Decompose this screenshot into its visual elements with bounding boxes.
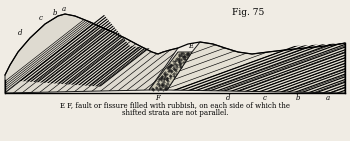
Text: b: b: [53, 9, 57, 17]
Polygon shape: [5, 14, 178, 93]
Polygon shape: [167, 42, 345, 93]
Polygon shape: [167, 42, 345, 93]
Text: c: c: [39, 14, 43, 22]
Text: E F, fault or fissure filled with rubbish, on each side of which the: E F, fault or fissure filled with rubbis…: [60, 101, 290, 109]
Text: b: b: [296, 94, 300, 102]
Polygon shape: [167, 43, 345, 93]
Polygon shape: [149, 52, 192, 90]
Text: F: F: [155, 94, 160, 102]
Text: shifted strata are not parallel.: shifted strata are not parallel.: [122, 109, 228, 117]
Polygon shape: [5, 10, 178, 90]
Text: c: c: [263, 94, 267, 102]
Text: a: a: [62, 5, 66, 13]
Text: E: E: [188, 42, 193, 50]
Text: Fig. 75: Fig. 75: [232, 8, 264, 17]
Text: d: d: [226, 94, 230, 102]
Text: d: d: [18, 29, 22, 37]
Text: a: a: [326, 94, 330, 102]
Polygon shape: [5, 14, 178, 93]
